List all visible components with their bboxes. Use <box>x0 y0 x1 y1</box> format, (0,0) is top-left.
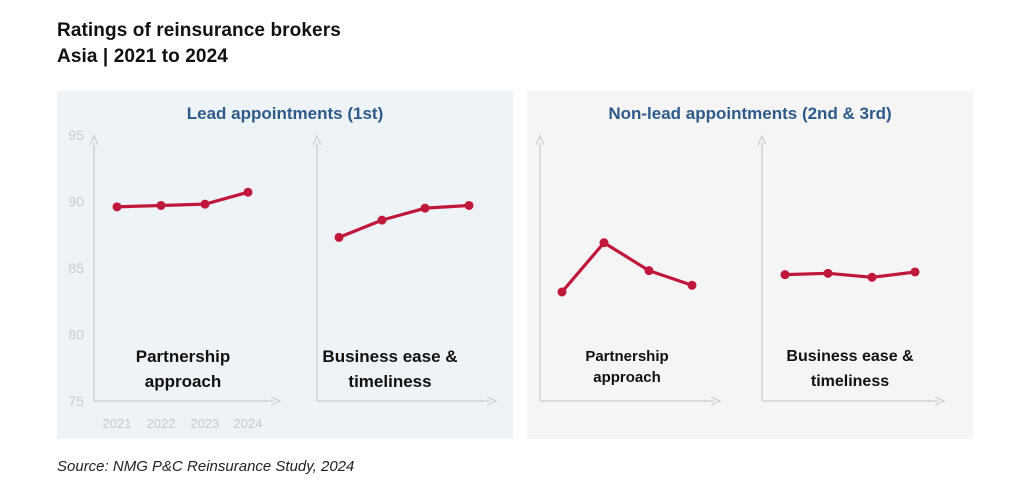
y-axis-arrow <box>757 134 767 146</box>
x-axis-arrow <box>934 396 946 406</box>
data-point <box>644 266 654 276</box>
data-point <box>156 200 166 210</box>
data-point <box>464 200 474 210</box>
y-tick-label: 85 <box>68 260 84 276</box>
data-point <box>687 280 697 290</box>
line-chart-2: Business ease & timeliness <box>312 134 498 406</box>
series-line <box>560 241 693 293</box>
source-note: Source: NMG P&C Reinsurance Study, 2024 <box>57 458 355 475</box>
y-axis-arrow <box>312 134 322 146</box>
chart-label-line: timeliness <box>348 372 431 391</box>
line-chart-3: Partnership approach <box>535 134 722 406</box>
chart-subtitle: Asia | 2021 to 2024 <box>57 46 228 67</box>
data-point <box>910 267 920 277</box>
y-tick-label: 90 <box>68 194 84 210</box>
chart-title: Ratings of reinsurance brokers <box>57 20 341 41</box>
data-point <box>599 238 609 248</box>
data-point <box>112 202 122 212</box>
x-axis-arrow <box>710 396 722 406</box>
line-chart-1: 75 80 85 90 95 2021 2022 2023 2024 Partnership app… <box>68 127 282 431</box>
data-point <box>334 232 344 242</box>
x-axis-arrow <box>270 396 282 406</box>
series-line <box>338 203 470 239</box>
chart-label-line: Partnership <box>585 348 668 365</box>
x-tick-label: 2022 <box>147 416 176 431</box>
data-point <box>867 272 877 282</box>
series-line <box>116 190 249 209</box>
y-tick-label: 75 <box>68 393 84 409</box>
y-axis-arrow <box>89 134 99 146</box>
lead-panel-title: Lead appointments (1st) <box>186 104 384 123</box>
chart-label-line: timeliness <box>811 373 889 390</box>
y-tick-label: 80 <box>68 327 84 343</box>
chart-label-line: Business ease & <box>322 347 457 366</box>
y-axis-arrow <box>535 134 545 146</box>
data-point <box>377 215 387 225</box>
data-point <box>200 199 210 209</box>
y-tick-label: 95 <box>68 127 84 143</box>
x-tick-label: 2021 <box>103 416 132 431</box>
x-tick-label: 2024 <box>234 416 263 431</box>
data-point <box>780 270 790 280</box>
chart-label-line: approach <box>145 372 222 391</box>
chart-label-line: approach <box>593 369 661 386</box>
chart-label-line: Business ease & <box>786 348 914 365</box>
data-point <box>823 268 833 278</box>
chart-label-line: Partnership <box>136 347 230 366</box>
data-point <box>243 187 253 197</box>
line-chart-4: Business ease & timeliness <box>757 134 946 406</box>
x-tick-label: 2023 <box>191 416 220 431</box>
x-axis-arrow <box>486 396 498 406</box>
non-lead-panel-title: Non-lead appointments (2nd & 3rd) <box>608 104 892 123</box>
data-point <box>420 203 430 213</box>
data-point <box>557 287 567 297</box>
series-line <box>784 270 916 279</box>
non-lead-appointments-panel <box>527 91 973 439</box>
lead-appointments-panel <box>57 91 513 439</box>
